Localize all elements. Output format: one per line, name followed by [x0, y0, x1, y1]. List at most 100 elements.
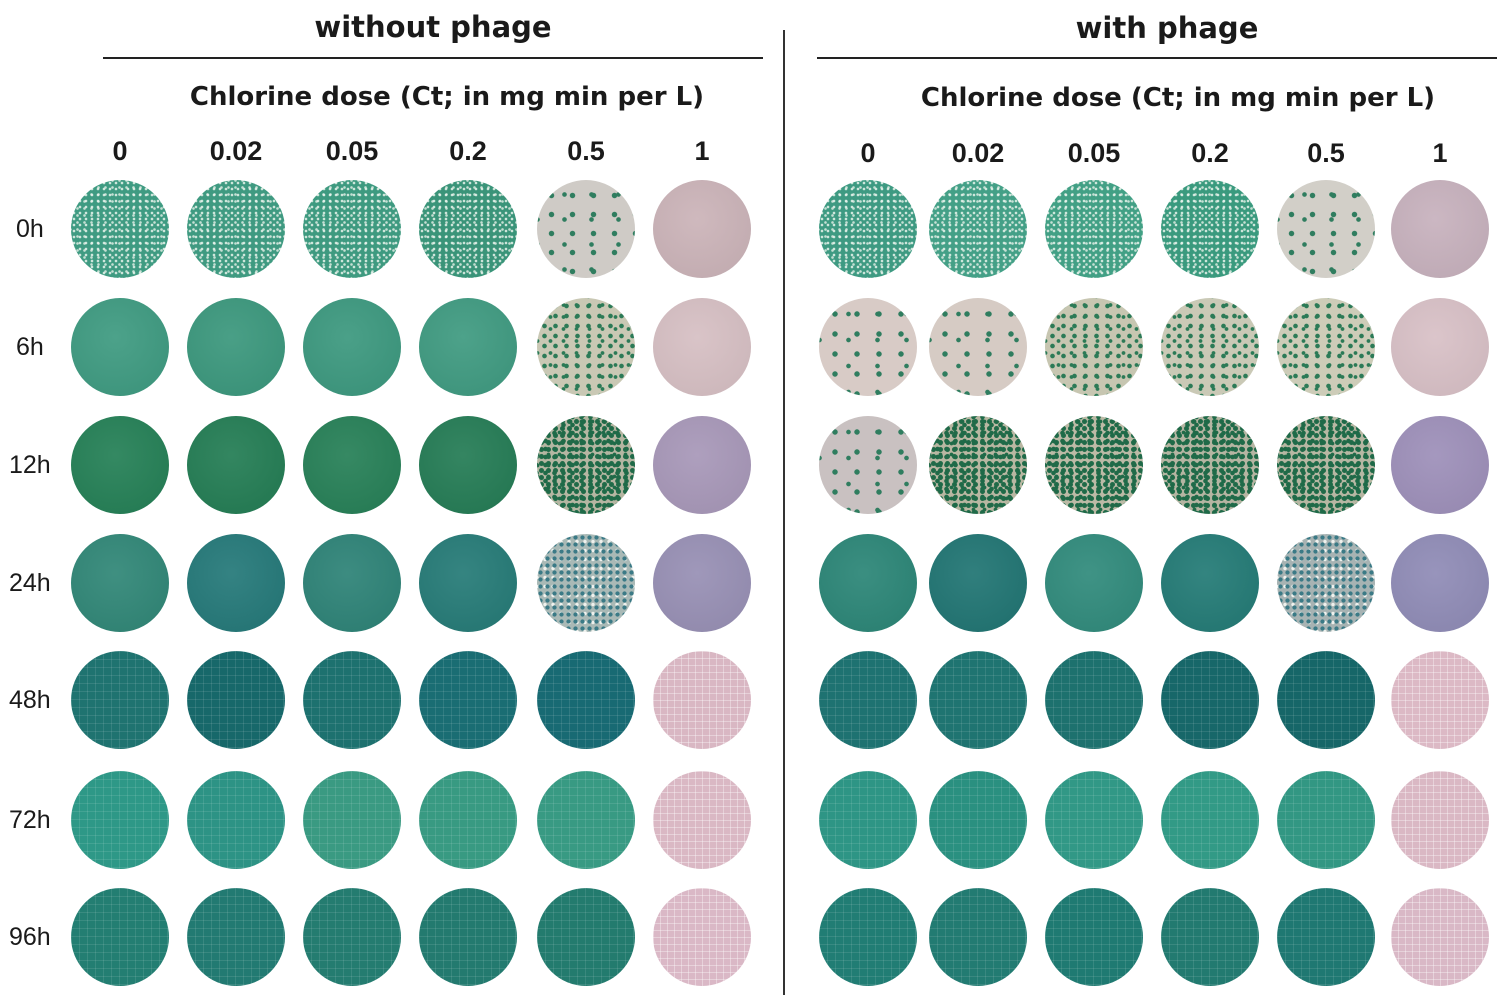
- dose-label-without-phage-0: 0: [112, 136, 128, 166]
- dose-label-without-phage-4: 0.5: [567, 136, 605, 166]
- dose-label-with-phage-0: 0: [860, 138, 876, 168]
- dose-label-with-phage-5: 1: [1432, 138, 1448, 168]
- plate-without-phage-row0-col5: [653, 180, 751, 278]
- plate-with-phage-row6-col2: [1045, 888, 1143, 986]
- plate-with-phage-row3-col3: [1161, 534, 1259, 632]
- plate-without-phage-row0-col3: [419, 180, 517, 278]
- plate-with-phage-row6-col0: [819, 888, 917, 986]
- plate-with-phage-row0-col5: [1391, 180, 1489, 278]
- axis-title-chlorine-dose-left: Chlorine dose (Ct; in mg min per L): [189, 82, 705, 112]
- plate-without-phage-row1-col0: [71, 298, 169, 396]
- plate-without-phage-row2-col5: [653, 416, 751, 514]
- dose-label-with-phage-1: 0.02: [951, 138, 1005, 168]
- dose-label-with-phage-3: 0.2: [1191, 138, 1229, 168]
- plate-with-phage-row5-col3: [1161, 771, 1259, 869]
- plate-with-phage-row1-col0: [819, 298, 917, 396]
- panel-title-with-phage: with phage: [1075, 11, 1259, 45]
- plate-without-phage-row2-col3: [419, 416, 517, 514]
- plate-with-phage-row5-col1: [929, 771, 1027, 869]
- panel-rule-with-phage: [817, 57, 1497, 59]
- time-label-5: 72h: [9, 806, 51, 834]
- dose-label-with-phage-2: 0.05: [1067, 138, 1121, 168]
- plate-without-phage-row5-col3: [419, 771, 517, 869]
- plate-with-phage-row5-col0: [819, 771, 917, 869]
- plate-with-phage-row4-col2: [1045, 651, 1143, 749]
- plate-with-phage-row1-col5: [1391, 298, 1489, 396]
- plate-with-phage-row6-col1: [929, 888, 1027, 986]
- plate-without-phage-row1-col3: [419, 298, 517, 396]
- plate-without-phage-row0-col0: [71, 180, 169, 278]
- plate-without-phage-row6-col5: [653, 888, 751, 986]
- plate-with-phage-row3-col2: [1045, 534, 1143, 632]
- plate-with-phage-row0-col0: [819, 180, 917, 278]
- plate-without-phage-row6-col4: [537, 888, 635, 986]
- plate-with-phage-row5-col2: [1045, 771, 1143, 869]
- time-label-3: 24h: [9, 569, 51, 597]
- dose-label-without-phage-2: 0.05: [325, 136, 379, 166]
- plate-with-phage-row4-col3: [1161, 651, 1259, 749]
- time-label-1: 6h: [16, 333, 44, 361]
- time-label-4: 48h: [9, 686, 51, 714]
- plate-with-phage-row1-col4: [1277, 298, 1375, 396]
- plate-with-phage-row1-col2: [1045, 298, 1143, 396]
- plate-with-phage-row4-col0: [819, 651, 917, 749]
- plate-without-phage-row3-col0: [71, 534, 169, 632]
- plate-without-phage-row2-col4: [537, 416, 635, 514]
- plate-without-phage-row5-col2: [303, 771, 401, 869]
- plate-with-phage-row2-col1: [929, 416, 1027, 514]
- plate-without-phage-row2-col0: [71, 416, 169, 514]
- time-label-2: 12h: [9, 451, 51, 479]
- plate-with-phage-row3-col5: [1391, 534, 1489, 632]
- plate-without-phage-row6-col3: [419, 888, 517, 986]
- plate-without-phage-row6-col2: [303, 888, 401, 986]
- plate-with-phage-row5-col4: [1277, 771, 1375, 869]
- plate-without-phage-row3-col4: [537, 534, 635, 632]
- plate-without-phage-row5-col0: [71, 771, 169, 869]
- plate-with-phage-row4-col1: [929, 651, 1027, 749]
- plate-without-phage-row6-col0: [71, 888, 169, 986]
- time-label-0: 0h: [16, 215, 44, 243]
- plate-with-phage-row6-col3: [1161, 888, 1259, 986]
- plate-with-phage-row2-col2: [1045, 416, 1143, 514]
- plate-with-phage-row1-col1: [929, 298, 1027, 396]
- dose-label-without-phage-5: 1: [694, 136, 710, 166]
- panel-title-without-phage: without phage: [314, 10, 552, 44]
- panel-divider: [783, 30, 785, 995]
- plate-without-phage-row5-col5: [653, 771, 751, 869]
- plate-without-phage-row3-col3: [419, 534, 517, 632]
- plate-with-phage-row2-col5: [1391, 416, 1489, 514]
- plate-with-phage-row3-col4: [1277, 534, 1375, 632]
- plate-without-phage-row2-col2: [303, 416, 401, 514]
- plate-without-phage-row0-col2: [303, 180, 401, 278]
- plate-with-phage-row0-col4: [1277, 180, 1375, 278]
- plate-without-phage-row0-col4: [537, 180, 635, 278]
- plate-without-phage-row3-col5: [653, 534, 751, 632]
- plate-with-phage-row2-col4: [1277, 416, 1375, 514]
- plate-without-phage-row1-col2: [303, 298, 401, 396]
- axis-title-chlorine-dose-right: Chlorine dose (Ct; in mg min per L): [920, 83, 1436, 113]
- plate-without-phage-row3-col1: [187, 534, 285, 632]
- plate-without-phage-row6-col1: [187, 888, 285, 986]
- dose-label-without-phage-3: 0.2: [449, 136, 487, 166]
- plate-with-phage-row0-col2: [1045, 180, 1143, 278]
- plate-without-phage-row0-col1: [187, 180, 285, 278]
- plate-with-phage-row2-col0: [819, 416, 917, 514]
- plate-with-phage-row2-col3: [1161, 416, 1259, 514]
- plate-with-phage-row1-col3: [1161, 298, 1259, 396]
- plate-without-phage-row4-col0: [71, 651, 169, 749]
- plate-with-phage-row6-col5: [1391, 888, 1489, 986]
- plate-with-phage-row4-col4: [1277, 651, 1375, 749]
- plate-without-phage-row4-col1: [187, 651, 285, 749]
- plate-with-phage-row0-col1: [929, 180, 1027, 278]
- plate-with-phage-row3-col0: [819, 534, 917, 632]
- plate-without-phage-row4-col5: [653, 651, 751, 749]
- plate-without-phage-row5-col1: [187, 771, 285, 869]
- panel-rule-without-phage: [103, 57, 763, 59]
- plate-without-phage-row4-col2: [303, 651, 401, 749]
- plate-without-phage-row1-col1: [187, 298, 285, 396]
- plate-without-phage-row2-col1: [187, 416, 285, 514]
- plate-with-phage-row4-col5: [1391, 651, 1489, 749]
- plate-with-phage-row6-col4: [1277, 888, 1375, 986]
- plate-with-phage-row0-col3: [1161, 180, 1259, 278]
- plate-without-phage-row1-col4: [537, 298, 635, 396]
